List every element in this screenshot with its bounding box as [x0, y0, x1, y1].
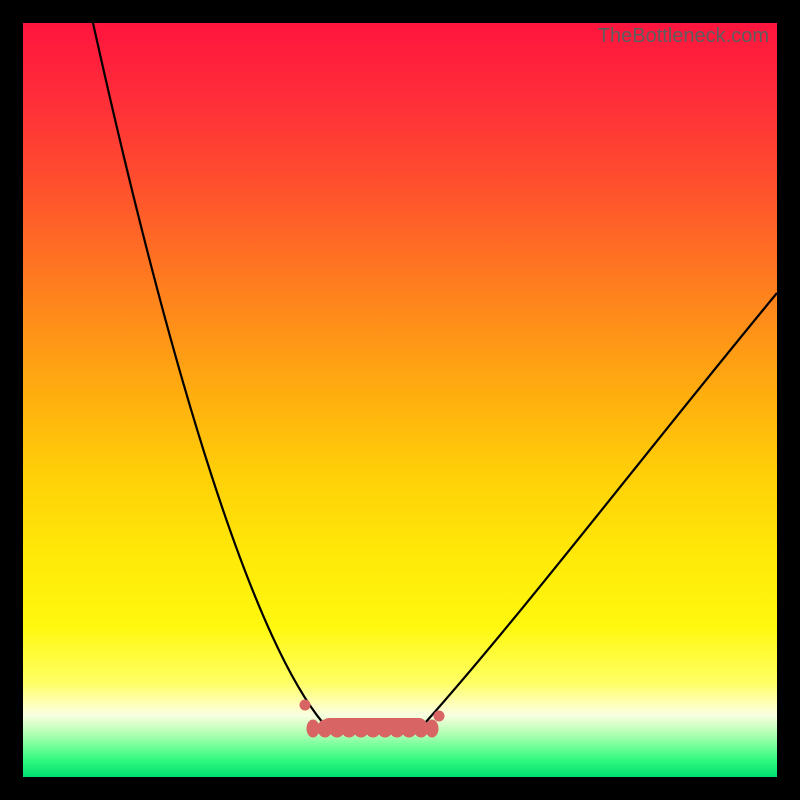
trough-dot — [426, 720, 439, 738]
curve-left — [93, 23, 323, 723]
trough-markers — [300, 700, 445, 738]
plot-area — [23, 23, 777, 777]
chart-frame: TheBottleneck.com — [0, 0, 800, 800]
trough-nub-left — [300, 700, 311, 711]
watermark-text: TheBottleneck.com — [598, 25, 769, 48]
trough-nub-right — [434, 711, 445, 722]
curve-right — [425, 293, 777, 723]
curve-svg — [23, 23, 777, 777]
